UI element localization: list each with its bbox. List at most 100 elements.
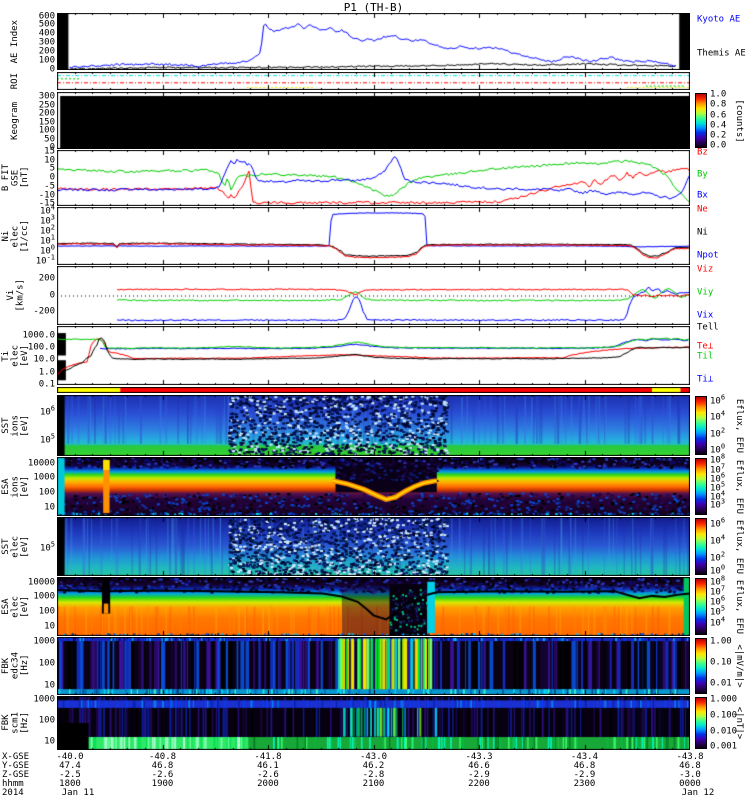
axis-row-label-Z-GSE: Z-GSE <box>2 770 30 780</box>
panel-keogram-colorbar <box>695 93 707 148</box>
axis-col-2300-y_gse: 46.8 <box>573 761 596 771</box>
colorbar-tick: 106 <box>710 393 726 407</box>
colorbar-tick: 0.010 <box>710 726 738 737</box>
panel-ae-ylabel-text: AE Index <box>10 19 21 64</box>
panel-ni-ytick: 101 <box>39 233 55 247</box>
panel-vi-canvas <box>57 266 690 325</box>
colorbar-tick: 100 <box>710 563 726 577</box>
panel-sst_ions-canvas <box>57 395 690 456</box>
legend-Ni: Ni <box>697 227 708 238</box>
panel-sst_elec-ytick: 105 <box>39 540 55 554</box>
axis-col-2200-x_gse: -43.3 <box>465 752 493 762</box>
legend-Themis AE: Themis AE <box>697 48 746 59</box>
panel-keogram-ylabel-text: Keogram <box>10 101 21 140</box>
legend-Til: Til <box>697 351 714 362</box>
panel-sst_elec-ylabel-text: SST elec [eV] <box>0 535 30 558</box>
colorbar-tick: 0.10 <box>710 657 732 668</box>
colorbar-tick: 102 <box>710 426 726 440</box>
panel-sst_ions-ylabel-text: SST ions [eV] <box>0 414 30 437</box>
panel-ti-ytick: 0.1 <box>38 379 55 390</box>
panel-esa_ions-ylabel-text: ESA ions [eV] <box>0 475 30 498</box>
colorbar-tick: 0.01 <box>710 678 732 689</box>
panel-ni-ylabel-text: Ni elec [1/cc] <box>0 219 30 253</box>
panel-esa_elec-colorbar <box>695 578 707 635</box>
panel-ae-canvas <box>57 13 690 70</box>
colorbar-tick: 0.2 <box>710 130 727 141</box>
panel-keogram-ytick: 150 <box>38 117 55 128</box>
panel-sst_ions-ylabel: SST ions [eV] <box>0 395 32 456</box>
legend-Te⊥: Te⊥ <box>697 341 714 352</box>
legend-Ne: Ne <box>697 204 708 215</box>
panel-fbk_edc-colorbar <box>695 638 707 694</box>
panel-fbk_scm-ytick: 100 <box>38 715 55 726</box>
panel-ni-ytick: 104 <box>39 203 55 217</box>
panel-keogram-ytick: 50 <box>44 134 55 145</box>
panel-fbk_scm-canvas <box>57 696 690 750</box>
panel-fbk_scm-ytick: 1000 <box>33 694 55 705</box>
panel-ti-ytick: 1000.0 <box>22 330 55 341</box>
panel-ae-ylabel: AE Index <box>0 13 32 70</box>
axis-col-1800-z_gse: -2.5 <box>59 770 81 780</box>
legend-Viy: Viy <box>697 287 714 298</box>
panel-esa_ions-ytick: 10000 <box>27 458 55 469</box>
axis-col-1900-y_gse: 46.8 <box>151 761 174 771</box>
colorbar-tick: 107 <box>710 462 726 476</box>
axis-col-2100-y_gse: 46.2 <box>362 761 385 771</box>
panel-ae-ytick: 300 <box>38 37 55 48</box>
panel-vi-ytick: -200 <box>33 306 55 317</box>
colorbar-tick: 1.00 <box>710 636 732 647</box>
colorbar-tick: 108 <box>710 574 726 588</box>
panel-bfit-ytick: -10 <box>38 190 55 200</box>
panel-fbk_edc-ytick: 10 <box>44 680 55 691</box>
panel-bfit-ytick: -15 <box>38 198 55 209</box>
axis-col-0000-y_gse: 46.8 <box>679 761 701 771</box>
panel-sst_elec-ylabel: SST elec [eV] <box>0 517 32 576</box>
panel-esa_ions-canvas <box>57 457 690 516</box>
axis-col-2300-x_gse: -43.4 <box>570 752 599 762</box>
panel-roi-ylabel-text: ROI <box>10 72 21 90</box>
colorbar-tick: 0.4 <box>710 120 727 131</box>
panel-ti-ytick: 1.0 <box>38 367 55 378</box>
colorbar-unit: Eflux, EFU <box>734 459 744 514</box>
panel-vi-ytick: 200 <box>38 273 55 284</box>
legend-Tell: Tell <box>697 322 719 333</box>
panel-bfit-ylabel-text: B FIT GSE [nT] <box>0 164 30 192</box>
panel-ni-canvas <box>57 207 690 265</box>
panel-fbk_edc-canvas <box>57 637 690 695</box>
panel-roi-canvas <box>57 72 690 90</box>
axis-col-1900-x_gse: -40.8 <box>148 752 177 762</box>
panel-bfit-ytick: 0 <box>49 172 55 183</box>
colorbar-tick: 0.6 <box>710 110 727 121</box>
colorbar-tick: 106 <box>710 516 726 530</box>
axis-col-1800-x_gse: -40.0 <box>56 752 84 762</box>
panel-keogram-ylabel: Keogram <box>0 92 32 149</box>
panel-esa_elec-ytick: 1000 <box>33 591 55 602</box>
colorbar-tick: 1.000 <box>710 694 738 705</box>
panel-esa_elec-ytick: 10000 <box>27 577 55 588</box>
legend-Bz: Bz <box>697 147 708 158</box>
axis-col-2300-z_gse: -2.9 <box>573 770 596 780</box>
panel-bfit-ytick: 10 <box>44 155 55 165</box>
panel-bfit-ytick: 5 <box>49 163 55 174</box>
axis-row-label-2014: 2014 <box>2 788 24 798</box>
legend-Kyoto AE: Kyoto AE <box>697 14 741 25</box>
colorbar-unit: <|mV/m|> <box>734 644 744 688</box>
panel-keogram-canvas <box>57 92 690 149</box>
panel-esa_ions-ytick: 10 <box>44 502 55 513</box>
panel-vi-ylabel-text: Vi [km/s] <box>5 279 25 312</box>
panel-ni-ytick: 103 <box>39 213 55 227</box>
colorbar-tick: 103 <box>710 497 726 511</box>
legend-Npot: Npot <box>697 250 719 261</box>
panel-sst_ions-ytick: 106 <box>39 404 55 418</box>
colorbar-tick: 100 <box>710 442 726 456</box>
panel-esa_elec-ytick: 10 <box>44 621 55 632</box>
panel-vi-ytick: 0 <box>49 290 55 300</box>
panel-fbk_edc-ylabel-text: FBK edc34 [Hz] <box>0 652 30 680</box>
panel-sst_elec-colorbar <box>695 518 707 575</box>
colorbar-unit: Eflux, EFU <box>734 398 744 453</box>
axis-col-0000-x_gse: -43.8 <box>676 752 704 762</box>
axis-col-2000-z_gse: -2.6 <box>257 770 279 780</box>
axis-col-0000-z_gse: -3.0 <box>679 770 701 780</box>
panel-bfit-ylabel: B FIT GSE [nT] <box>0 150 32 206</box>
